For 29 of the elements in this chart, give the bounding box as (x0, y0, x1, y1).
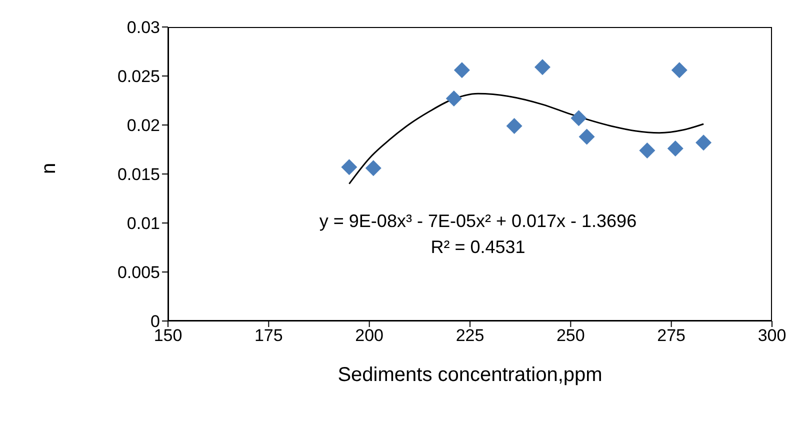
point (639, 142, 656, 158)
point (365, 160, 382, 176)
x-tick-label: 300 (758, 326, 786, 346)
x-tick-label: 200 (355, 326, 384, 346)
point (671, 62, 688, 78)
point (454, 62, 470, 78)
point (570, 110, 587, 126)
y-tick-label: 0.005 (117, 263, 160, 282)
point (341, 159, 358, 176)
point (578, 128, 595, 145)
point (506, 118, 522, 134)
x-tick-label: 250 (556, 326, 585, 346)
x-axis-title: Sediments concentration,ppm (338, 364, 602, 386)
point (446, 90, 462, 107)
annotation: y = 9E-08x³ - 7E-05x² + 0.017x - 1.3696 (318, 210, 638, 233)
point (696, 134, 712, 151)
x-tick-label: 175 (254, 326, 283, 346)
x-tick-label: 275 (657, 326, 686, 346)
x-tick-label: 225 (456, 326, 484, 346)
y-tick-label: 0.03 (126, 18, 160, 38)
y-tick-label: 0.025 (117, 67, 160, 86)
point (534, 59, 550, 76)
y-tick-label: 0.015 (117, 165, 160, 184)
y-tick-label: 0.02 (126, 116, 160, 136)
x-tick-label: 150 (154, 326, 182, 346)
annotation: R² = 0.4531 (430, 236, 526, 259)
point (667, 140, 684, 157)
y-tick-label: 0.01 (126, 214, 160, 234)
y-axis-title: n (38, 162, 60, 174)
